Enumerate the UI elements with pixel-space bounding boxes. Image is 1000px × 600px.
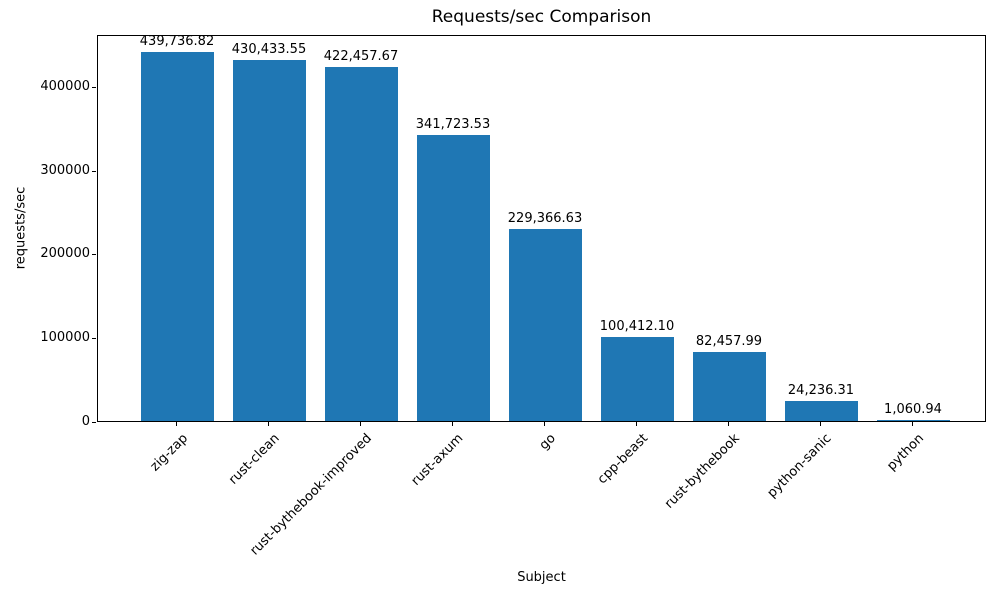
bar-value-label: 341,723.53 — [415, 117, 491, 132]
bar-value-label: 82,457.99 — [695, 334, 763, 349]
bar — [324, 67, 398, 421]
x-tick-mark — [911, 422, 913, 426]
x-tick-mark — [727, 422, 729, 426]
x-tick-label: rust-axum — [408, 431, 467, 489]
bar — [784, 401, 858, 421]
x-tick-label: rust-bythebook — [661, 431, 743, 512]
x-tick-label: go — [536, 431, 559, 454]
y-tick-label: 0 — [81, 414, 90, 429]
bar-value-label: 229,366.63 — [507, 211, 583, 226]
y-tick-label: 100000 — [40, 330, 90, 346]
y-tick-label: 300000 — [40, 162, 90, 178]
bar-value-label: 439,736.82 — [139, 34, 215, 49]
bar-value-label: 1,060.94 — [884, 402, 942, 417]
y-tick-mark — [92, 86, 96, 88]
x-tick-label: cpp-beast — [594, 431, 651, 488]
x-tick-mark — [819, 422, 821, 426]
x-tick-mark — [267, 422, 269, 426]
x-tick-label: python — [883, 431, 927, 474]
y-tick-label: 200000 — [40, 246, 90, 262]
x-tick-label: rust-clean — [225, 431, 283, 488]
x-tick-mark — [451, 422, 453, 426]
bar — [508, 229, 582, 421]
y-tick-mark — [92, 254, 96, 256]
plot-area: 439,736.82 430,433.55 422,457.67 341,723.53… — [97, 34, 986, 422]
y-tick-mark — [92, 170, 96, 172]
chart-title: Requests/sec Comparison — [431, 7, 652, 27]
x-tick-mark — [175, 422, 177, 426]
x-tick-mark — [359, 422, 361, 426]
bar-value-label: 422,457.67 — [323, 49, 399, 64]
bar — [876, 420, 950, 421]
x-tick-mark — [635, 422, 637, 426]
bar — [600, 337, 674, 421]
bar-value-label: 100,412.10 — [599, 319, 675, 334]
y-tick-mark — [92, 338, 96, 340]
x-tick-label: zig-zap — [147, 431, 191, 475]
x-tick-mark — [543, 422, 545, 426]
bar — [416, 135, 490, 421]
bar — [232, 60, 306, 421]
y-tick-mark — [92, 422, 96, 423]
x-tick-label: python-sanic — [764, 431, 835, 501]
y-tick-label: 400000 — [40, 78, 90, 94]
bar-value-label: 24,236.31 — [787, 383, 855, 398]
x-axis-label: Subject — [517, 570, 566, 585]
bar-value-label: 430,433.55 — [231, 42, 307, 57]
bar — [140, 52, 214, 421]
bar — [692, 352, 766, 421]
